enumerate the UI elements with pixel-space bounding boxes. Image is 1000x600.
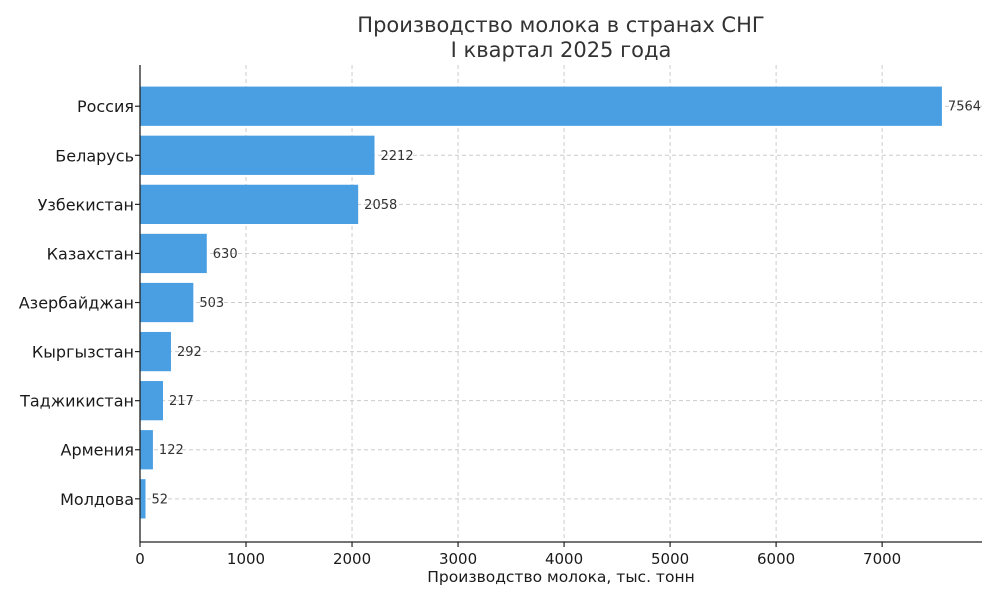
x-tick-label: 3000 [439, 550, 477, 568]
category-labels-layer: Россия Беларусь Узбекистан Казахстан Азербай… [19, 97, 140, 509]
bar [140, 233, 207, 274]
bar [140, 184, 359, 224]
x-axis-title: Производство молока, тыс. тонн [427, 568, 694, 586]
value-label: 2058 [364, 198, 397, 213]
bars-layer [140, 86, 942, 519]
bar [140, 331, 171, 372]
bar [140, 430, 153, 470]
category-label: Молдова [60, 490, 134, 509]
category-label: Россия [77, 97, 134, 116]
x-ticks-layer: 0 1000 2000 3000 4000 5000 6000 7000 [135, 542, 901, 568]
value-label: 503 [199, 296, 224, 311]
x-tick-label: 2000 [333, 550, 371, 568]
value-label: 217 [169, 394, 194, 409]
x-tick-label: 5000 [651, 550, 689, 568]
x-tick-label: 6000 [757, 550, 795, 568]
value-label: 122 [159, 443, 184, 458]
x-tick-label: 7000 [863, 550, 901, 568]
bar [140, 86, 942, 126]
chart-title-line-2: I квартал 2025 года [451, 38, 672, 62]
x-tick-label: 1000 [227, 550, 265, 568]
bar [140, 282, 194, 323]
category-label: Узбекистан [38, 195, 134, 214]
category-label: Таджикистан [19, 392, 134, 411]
value-label: 630 [213, 247, 238, 262]
value-labels-layer: 7564 2212 2058 630 503 292 217 122 52 [152, 100, 982, 508]
bar [140, 135, 375, 175]
x-tick-label: 0 [135, 550, 145, 568]
value-label: 292 [177, 345, 202, 360]
bar [140, 479, 146, 519]
category-label: Казахстан [47, 244, 134, 263]
x-tick-label: 4000 [545, 550, 583, 568]
value-label: 52 [152, 492, 169, 507]
category-label: Кыргызстан [32, 343, 134, 362]
category-label: Армения [61, 441, 135, 460]
bar [140, 381, 164, 421]
category-label: Беларусь [55, 146, 134, 165]
value-label: 2212 [381, 149, 414, 164]
value-label: 7564 [948, 100, 981, 115]
chart-title-line-1: Производство молока в странах СНГ [357, 13, 764, 37]
category-label: Азербайджан [19, 294, 134, 313]
